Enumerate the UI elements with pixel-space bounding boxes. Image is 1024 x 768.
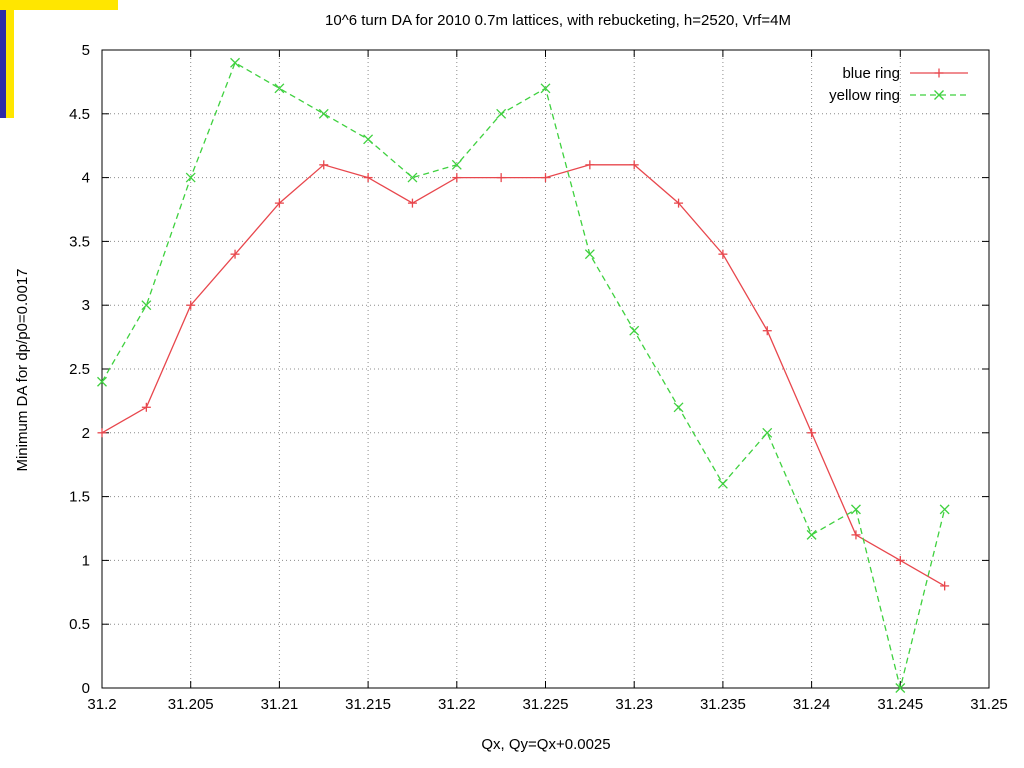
- data-point-yellow-ring: [451, 159, 462, 170]
- data-point-blue-ring: [230, 249, 240, 259]
- data-point-yellow-ring-d2: [673, 402, 684, 413]
- data-point-yellow-ring: [496, 108, 507, 119]
- data-point-yellow-ring: [141, 300, 152, 311]
- data-point-yellow-ring-d2: [540, 83, 551, 94]
- x-tick-label: 31.205: [168, 696, 214, 713]
- data-point-blue-ring: [97, 428, 107, 438]
- legend: blue ring yellow ring: [829, 65, 968, 104]
- series-line-blue-ring: [101, 164, 945, 587]
- data-point-yellow-ring: [185, 172, 196, 183]
- data-point-yellow-ring-d2: [629, 325, 640, 336]
- data-point-blue-ring: [274, 198, 284, 208]
- data-point-yellow-ring: [673, 402, 684, 413]
- data-point-blue-ring: [940, 581, 950, 591]
- data-point-blue-ring: [141, 402, 151, 412]
- data-point-blue-ring: [762, 326, 772, 336]
- x-tick-label: 31.21: [261, 696, 299, 713]
- data-point-yellow-ring: [318, 108, 329, 119]
- data-point-yellow-ring-d2: [895, 683, 906, 693]
- data-point-yellow-ring: [717, 478, 728, 489]
- legend-marker-yellow-ring-d2: [934, 90, 944, 100]
- data-point-yellow-ring-d2: [762, 427, 773, 438]
- x-tick-label: 31.25: [970, 696, 1008, 713]
- y-tick-label: 5: [82, 42, 90, 59]
- series-line-yellow-ring: [101, 61, 946, 689]
- x-tick-label: 31.235: [700, 696, 746, 713]
- grid: [102, 50, 989, 688]
- x-tick-label: 31.2: [87, 696, 116, 713]
- data-point-yellow-ring-d2: [806, 529, 817, 540]
- axes: 31.2 31.205 31.21 31.215 31.22 31.225 31.23 31.…: [69, 42, 1008, 713]
- data-point-blue-ring: [629, 160, 639, 170]
- data-point-yellow-ring-d2: [318, 108, 329, 119]
- data-point-yellow-ring: [939, 504, 950, 515]
- data-point-blue-ring: [585, 160, 595, 170]
- x-tick-label: 31.24: [793, 696, 831, 713]
- data-point-blue-ring: [452, 173, 462, 183]
- chart-title: 10^6 turn DA for 2010 0.7m lattices, wit…: [325, 12, 791, 29]
- plot-frame: [101, 49, 990, 689]
- x-tick-label: 31.215: [345, 696, 391, 713]
- x-tick-label: 31.23: [615, 696, 653, 713]
- y-tick-label: 0.5: [69, 616, 90, 633]
- data-point-yellow-ring: [895, 683, 906, 693]
- data-point-yellow-ring: [540, 83, 551, 94]
- data-point-yellow-ring: [629, 325, 640, 336]
- data-point-yellow-ring: [584, 249, 595, 260]
- legend-marker-blue-ring: [934, 68, 944, 78]
- legend-marker-yellow-ring: [934, 90, 944, 100]
- y-tick-label: 3.5: [69, 233, 90, 250]
- data-point-blue-ring: [674, 198, 684, 208]
- data-point-yellow-ring-d2: [496, 108, 507, 119]
- data-point-blue-ring: [851, 530, 861, 540]
- data-point-yellow-ring-d2: [363, 134, 374, 145]
- data-point-yellow-ring-d2: [451, 159, 462, 170]
- data-point-yellow-ring-d2: [97, 376, 107, 387]
- data-point-yellow-ring-d2: [717, 478, 728, 489]
- data-point-yellow-ring: [230, 57, 241, 68]
- data-point-blue-ring: [496, 173, 506, 183]
- data-point-yellow-ring: [850, 504, 861, 515]
- data-point-yellow-ring-d2: [939, 504, 950, 515]
- y-tick-label: 0: [82, 680, 90, 697]
- x-tick-label: 31.225: [523, 696, 569, 713]
- series-layer: [97, 57, 950, 693]
- data-point-yellow-ring: [762, 427, 773, 438]
- data-point-blue-ring: [363, 173, 373, 183]
- data-point-blue-ring: [718, 249, 728, 259]
- y-tick-label: 2: [82, 425, 90, 442]
- data-point-yellow-ring-d2: [274, 83, 285, 94]
- data-point-blue-ring: [541, 173, 550, 183]
- data-point-blue-ring: [407, 198, 417, 208]
- legend-label-blue-ring: blue ring: [842, 65, 900, 82]
- data-point-yellow-ring: [806, 529, 817, 540]
- y-axis-title: Minimum DA for dp/p0=0.0017: [14, 268, 31, 471]
- data-point-yellow-ring: [274, 83, 285, 94]
- data-point-yellow-ring: [363, 134, 374, 145]
- y-tick-label: 2.5: [69, 361, 90, 378]
- data-point-yellow-ring-d2: [850, 504, 861, 515]
- y-tick-label: 3: [82, 297, 90, 314]
- data-point-blue-ring: [807, 428, 817, 438]
- y-tick-label: 1.5: [69, 489, 90, 506]
- data-point-yellow-ring-d2: [185, 172, 196, 183]
- data-point-yellow-ring-d2: [141, 300, 152, 311]
- data-point-blue-ring: [319, 160, 329, 170]
- data-point-blue-ring: [186, 300, 196, 310]
- data-point-blue-ring: [895, 555, 905, 565]
- x-tick-label: 31.245: [877, 696, 923, 713]
- data-point-yellow-ring: [97, 376, 107, 387]
- data-point-yellow-ring-d2: [407, 172, 418, 183]
- y-tick-label: 4: [82, 170, 90, 187]
- data-point-yellow-ring: [407, 172, 418, 183]
- legend-label-yellow-ring: yellow ring: [829, 87, 900, 104]
- data-point-yellow-ring-d2: [584, 249, 595, 260]
- y-tick-label: 4.5: [69, 106, 90, 123]
- x-tick-label: 31.22: [438, 696, 476, 713]
- y-tick-label: 1: [82, 552, 90, 569]
- x-axis-title: Qx, Qy=Qx+0.0025: [481, 736, 610, 753]
- data-point-yellow-ring-d2: [230, 57, 241, 68]
